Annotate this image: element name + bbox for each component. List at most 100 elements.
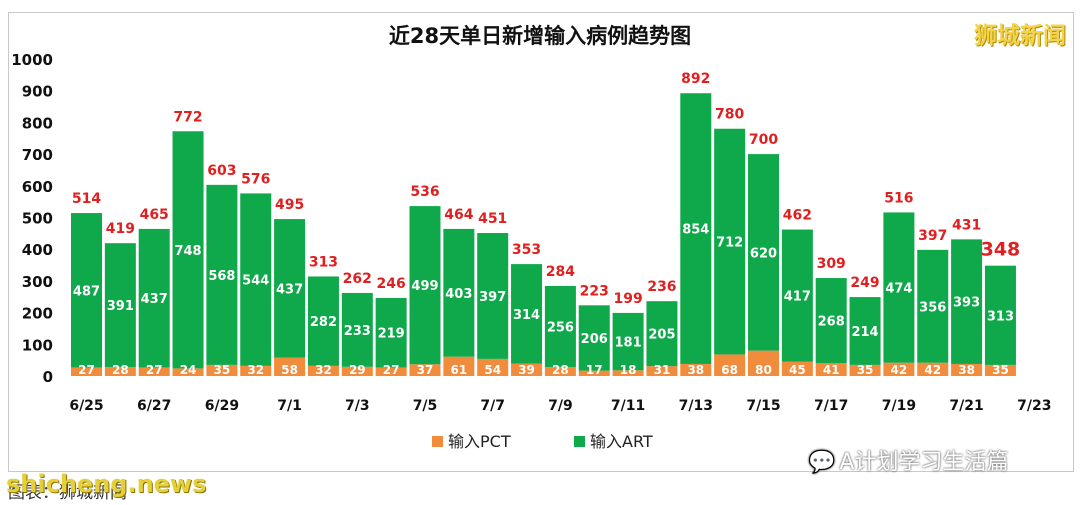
bar-art-7/13 (680, 93, 712, 364)
y-axis: 0 100 200 300 400 500 600 700 800 900 1000 (11, 51, 53, 386)
bar-art-7/7 (477, 233, 509, 359)
data-label-pct: 17 (586, 363, 603, 377)
bar-pct-7/8 (511, 363, 543, 376)
data-label-art: 437 (276, 282, 303, 297)
y-tick-label: 400 (22, 241, 53, 259)
bar-pct-7/13 (680, 363, 712, 376)
x-tick-label: 7/1 (277, 398, 302, 414)
data-label-total: 309 (817, 256, 846, 272)
x-tick-label: 7/3 (345, 398, 370, 414)
x-tick-label: 6/29 (205, 398, 239, 414)
data-label-art: 313 (987, 309, 1014, 324)
bar-pct-6/29 (206, 364, 238, 376)
y-tick-label: 1000 (11, 51, 53, 69)
data-label-total: 353 (512, 242, 541, 258)
bar-art-6/29 (206, 184, 238, 365)
y-tick-label: 500 (22, 210, 53, 228)
data-label-art: 544 (242, 274, 269, 289)
bar-pct-7/9 (544, 367, 576, 376)
data-label-pct: 28 (112, 363, 129, 377)
data-label-pct: 27 (78, 363, 95, 377)
y-tick-label: 100 (22, 336, 53, 354)
data-label-total: 780 (715, 107, 744, 123)
bar-art-7/4 (375, 298, 407, 368)
data-label-pct: 42 (924, 363, 941, 377)
data-label-pct: 80 (755, 363, 772, 377)
data-label-total: 772 (173, 109, 202, 125)
data-label-pct: 41 (823, 363, 840, 377)
data-label-total: 603 (207, 163, 236, 179)
bar-pct-7/5 (409, 364, 441, 376)
x-tick-label: 7/13 (679, 398, 713, 414)
y-tick-label: 900 (22, 83, 53, 101)
bar-art-7/14 (714, 128, 746, 355)
brand-logo-top: 狮城新闻 (974, 23, 1066, 49)
data-label-pct: 37 (417, 363, 434, 377)
data-label-pct: 18 (620, 363, 637, 377)
data-label-art: 205 (648, 328, 675, 343)
bar-pct-7/4 (375, 367, 407, 376)
data-label-total: 462 (783, 208, 812, 224)
data-label-total: 495 (275, 197, 304, 213)
bar-pct-7/15 (748, 350, 779, 376)
data-label-art: 748 (174, 244, 201, 259)
data-label-pct: 58 (281, 363, 298, 377)
bar-art-7/6 (443, 228, 475, 357)
watermark: shicheng.news (6, 470, 207, 498)
bar-art-6/26 (104, 243, 136, 368)
data-label-pct: 31 (654, 363, 671, 377)
data-label-pct: 35 (214, 363, 231, 377)
y-tick-label: 800 (22, 114, 53, 132)
data-label-total: 262 (343, 271, 372, 287)
data-label-art: 206 (581, 332, 608, 347)
data-label-art: 499 (411, 279, 438, 294)
bar-art-7/17 (815, 278, 847, 364)
data-label-art: 282 (310, 315, 337, 330)
y-tick-label: 700 (22, 146, 53, 164)
x-axis: 6/25 6/27 6/29 7/1 7/3 7/5 7/7 7/9 7/11 7/13 7/15 7… (69, 398, 1051, 414)
bar-pct-7/2 (307, 365, 339, 376)
data-label-total: 451 (478, 211, 507, 227)
x-tick-label: 7/21 (949, 398, 983, 414)
bar-art-6/27 (138, 228, 170, 368)
bar-art-7/11 (612, 312, 644, 371)
bar-pct-7/17 (815, 363, 847, 376)
data-label-total: 700 (749, 132, 778, 148)
legend-label: 输入PCT (448, 432, 511, 451)
data-label-total: 236 (647, 279, 676, 295)
data-label-total: 536 (410, 184, 439, 200)
bar-art-7/21 (951, 239, 983, 364)
bar-pct-7/10 (578, 370, 610, 376)
legend-swatch (432, 436, 443, 447)
brand-bottom-text: A计划学习生活篇 (839, 450, 1009, 475)
data-label-pct: 32 (315, 363, 332, 377)
data-label-total: 464 (444, 207, 473, 223)
bar-art-7/5 (409, 206, 441, 365)
bar-art-7/15 (748, 154, 779, 351)
data-label-pct: 29 (349, 363, 366, 377)
data-label-pct: 68 (721, 363, 738, 377)
chart-caption: 图表：狮城新闻 (8, 483, 127, 503)
data-label-total: 284 (546, 264, 575, 280)
y-tick-label: 0 (43, 368, 53, 386)
data-label-pct: 32 (247, 363, 264, 377)
bar-pct-6/26 (104, 367, 136, 376)
bar-art-7/20 (917, 249, 949, 363)
x-tick-label: 7/11 (611, 398, 645, 414)
bar-art-7/18 (849, 297, 881, 365)
data-label-total: 313 (309, 254, 338, 270)
data-label-pct: 35 (857, 363, 874, 377)
bar-pct-7/21 (951, 363, 983, 376)
bar-pct-6/30 (240, 365, 272, 376)
chat-bubble-icon: 💬 (808, 450, 836, 475)
bar-art-7/12 (646, 301, 678, 367)
data-label-art: 391 (107, 299, 134, 314)
data-label-total: 431 (952, 217, 981, 233)
bar-series: 27 487 514 28 391 419 27 437 465 24 748 772 35 568 603… (71, 71, 1020, 377)
bar-pct-7/12 (646, 366, 678, 376)
bar-art-7/16 (781, 229, 813, 362)
bar-art-7/3 (341, 292, 373, 367)
bar-art-6/25 (71, 213, 102, 368)
data-label-art: 487 (73, 284, 100, 299)
